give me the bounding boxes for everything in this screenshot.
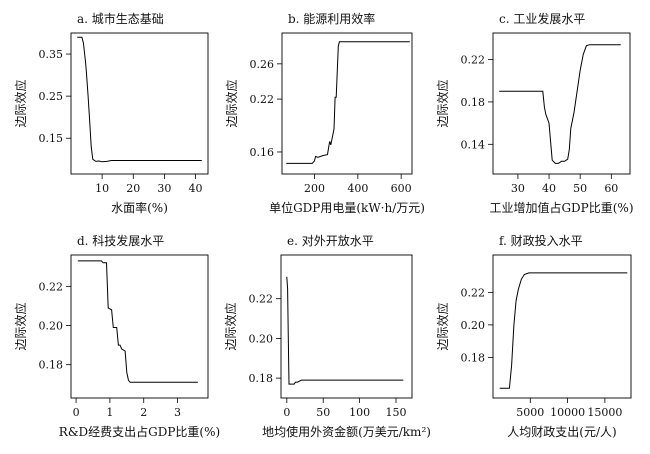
plot-frame bbox=[492, 32, 631, 175]
x-tick-label: 1 bbox=[106, 406, 113, 419]
y-tick-label: 0.18 bbox=[249, 372, 274, 385]
x-tick-label: 60 bbox=[604, 182, 618, 195]
chart-panel-4: d. 科技发展水平 0 1 2 3 0.18 0.20 0.22 R&D经费支出占GDP比重(%… bbox=[13, 233, 220, 439]
y-tick-label: 0.18 bbox=[461, 96, 486, 109]
panel-title: e. 对外开放水平 bbox=[287, 233, 374, 248]
y-axis-label: 边际效应 bbox=[435, 79, 450, 127]
panel-title: a. 城市生态基础 bbox=[77, 11, 164, 26]
y-tick-label: 0.22 bbox=[461, 54, 486, 67]
x-tick-label: 40 bbox=[542, 182, 556, 195]
x-tick-label: 30 bbox=[511, 182, 525, 195]
series-line bbox=[286, 276, 404, 385]
y-tick-label: 0.26 bbox=[250, 58, 275, 71]
y-tick-label: 0.35 bbox=[39, 48, 64, 61]
y-tick-label: 0.15 bbox=[39, 132, 64, 145]
x-tick-label: 50 bbox=[316, 406, 330, 419]
y-axis-label: 边际效应 bbox=[435, 302, 450, 350]
plot-frame bbox=[280, 254, 413, 399]
x-tick-label: 0 bbox=[283, 406, 290, 419]
series-line bbox=[286, 41, 410, 164]
x-tick-label: 400 bbox=[347, 182, 368, 195]
series-line bbox=[499, 44, 621, 164]
y-tick-label: 0.20 bbox=[39, 320, 64, 333]
y-tick-label: 0.16 bbox=[250, 146, 275, 159]
y-axis-label: 边际效应 bbox=[13, 302, 28, 350]
x-tick-label: 200 bbox=[304, 182, 325, 195]
chart-panel-2: b. 能源利用效率 200 400 600 0.16 0.22 0.26 单位GDP用电量(k… bbox=[224, 11, 425, 215]
y-tick-label: 0.22 bbox=[250, 93, 275, 106]
y-tick-label: 0.18 bbox=[461, 351, 486, 364]
panel-title: c. 工业发展水平 bbox=[499, 11, 585, 26]
x-tick-label: 5000 bbox=[516, 406, 544, 419]
y-axis-label: 边际效应 bbox=[224, 79, 239, 127]
y-tick-label: 0.25 bbox=[39, 90, 64, 103]
x-tick-label: 10 bbox=[95, 182, 109, 195]
x-tick-label: 2 bbox=[140, 406, 147, 419]
plot-frame bbox=[70, 254, 209, 399]
x-tick-label: 50 bbox=[573, 182, 587, 195]
plot-frame bbox=[281, 32, 413, 175]
y-tick-label: 0.22 bbox=[461, 286, 486, 299]
x-axis-label: 单位GDP用电量(kW·h/万元) bbox=[269, 200, 425, 215]
series-line bbox=[77, 260, 198, 383]
panel-title: f. 财政投入水平 bbox=[499, 233, 583, 248]
x-tick-label: 30 bbox=[157, 182, 171, 195]
plot-frame bbox=[70, 32, 209, 175]
x-tick-label: 150 bbox=[385, 406, 406, 419]
plot-frame bbox=[492, 254, 632, 399]
chart-panel-1: a. 城市生态基础 10 20 30 40 0.15 0.25 0.35 水面率(%) 边际效应 bbox=[13, 11, 209, 215]
x-axis-label: 水面率(%) bbox=[111, 200, 168, 215]
series-line bbox=[77, 36, 202, 163]
x-tick-label: 10000 bbox=[550, 406, 585, 419]
y-tick-label: 0.22 bbox=[39, 280, 64, 293]
x-tick-label: 600 bbox=[391, 182, 412, 195]
y-axis-label: 边际效应 bbox=[13, 79, 28, 127]
x-tick-label: 100 bbox=[349, 406, 370, 419]
x-tick-label: 15000 bbox=[587, 406, 622, 419]
y-tick-label: 0.22 bbox=[249, 293, 274, 306]
x-axis-label: 工业增加值占GDP比重(%) bbox=[489, 200, 633, 215]
panel-title: b. 能源利用效率 bbox=[288, 11, 375, 26]
y-tick-label: 0.20 bbox=[249, 332, 274, 345]
series-line bbox=[499, 272, 628, 389]
chart-panel-5: e. 对外开放水平 0 50 100 150 0.18 0.20 0.22 地均使用外资金额(万… bbox=[223, 233, 431, 439]
x-tick-label: 3 bbox=[174, 406, 181, 419]
x-tick-label: 0 bbox=[73, 406, 80, 419]
y-tick-label: 0.14 bbox=[461, 138, 486, 151]
y-tick-label: 0.20 bbox=[461, 319, 486, 332]
y-tick-label: 0.18 bbox=[39, 359, 64, 372]
y-axis-label: 边际效应 bbox=[223, 302, 238, 350]
x-axis-label: R&D经费支出占GDP比重(%) bbox=[59, 424, 220, 439]
x-axis-label: 地均使用外资金额(万美元/km²) bbox=[262, 424, 431, 439]
chart-panel-3: c. 工业发展水平 30 40 50 60 0.14 0.18 0.22 工业增加值占GDP比重… bbox=[435, 11, 634, 215]
x-tick-label: 40 bbox=[189, 182, 203, 195]
x-tick-label: 20 bbox=[126, 182, 140, 195]
panel-title: d. 科技发展水平 bbox=[77, 233, 164, 248]
chart-panel-6: f. 财政投入水平 5000 10000 15000 0.18 0.20 0.22 人均财政支… bbox=[435, 233, 632, 439]
x-axis-label: 人均财政支出(元/人) bbox=[507, 425, 616, 439]
